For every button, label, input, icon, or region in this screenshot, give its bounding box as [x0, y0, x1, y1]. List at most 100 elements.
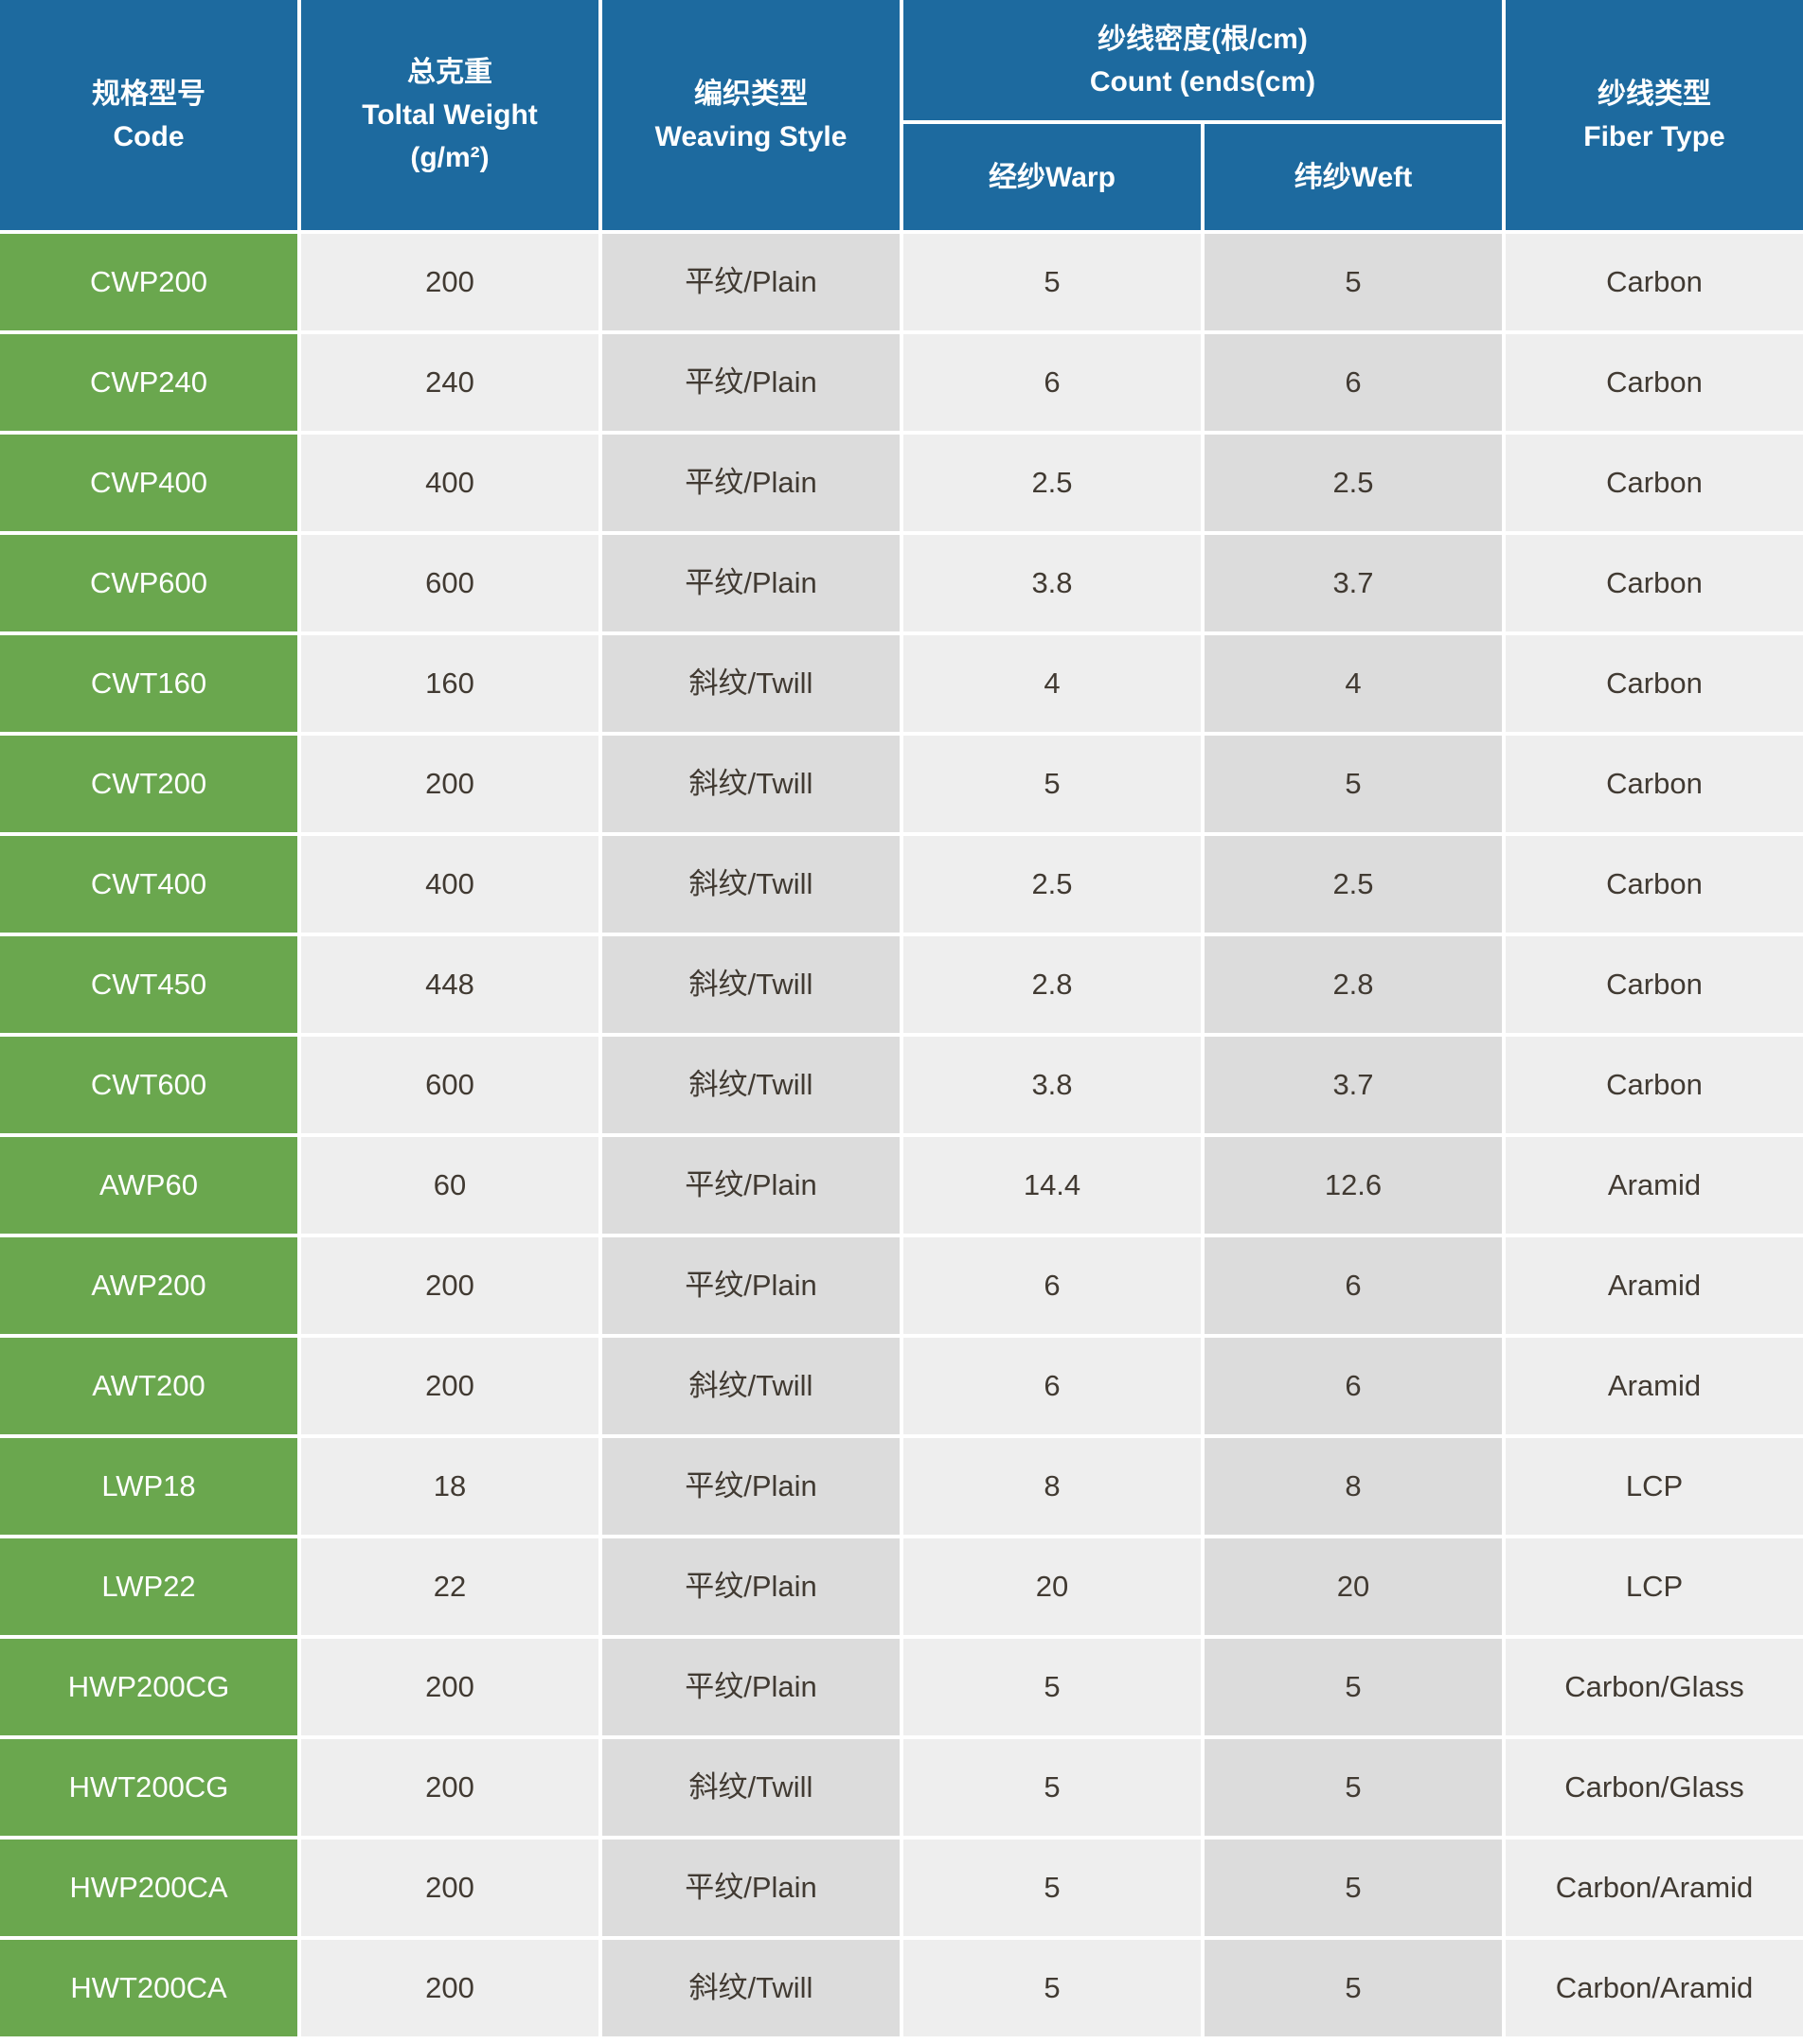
cell-code: CWP600 — [0, 535, 297, 631]
cell-warp-count: 2.8 — [903, 936, 1201, 1033]
cell-total-weight: 200 — [301, 1940, 598, 2036]
cell-total-weight: 400 — [301, 435, 598, 531]
cell-weaving-style: 平纹/Plain — [602, 1538, 900, 1635]
header-count: 纱线密度(根/cm) Count (ends(cm) — [903, 0, 1502, 120]
cell-code: LWP18 — [0, 1438, 297, 1535]
cell-weaving-style: 平纹/Plain — [602, 435, 900, 531]
cell-total-weight: 200 — [301, 1639, 598, 1735]
header-total-weight-en: Toltal Weight — [362, 99, 538, 131]
cell-weft-count: 2.5 — [1205, 836, 1502, 933]
cell-weaving-style: 斜纹/Twill — [602, 836, 900, 933]
cell-total-weight: 200 — [301, 736, 598, 832]
cell-warp-count: 14.4 — [903, 1137, 1201, 1234]
cell-warp-count: 5 — [903, 736, 1201, 832]
cell-code: CWT200 — [0, 736, 297, 832]
cell-warp-count: 2.5 — [903, 836, 1201, 933]
cell-total-weight: 448 — [301, 936, 598, 1033]
header-weft: 纬纱Weft — [1205, 124, 1502, 230]
cell-code: CWT450 — [0, 936, 297, 1033]
cell-total-weight: 200 — [301, 1338, 598, 1434]
cell-weaving-style: 平纹/Plain — [602, 1840, 900, 1936]
cell-weft-count: 2.5 — [1205, 435, 1502, 531]
cell-fiber-type: Carbon/Glass — [1506, 1639, 1803, 1735]
header-total-weight: 总克重 Toltal Weight (g/m²) — [301, 0, 598, 230]
cell-warp-count: 6 — [903, 1338, 1201, 1434]
cell-weaving-style: 斜纹/Twill — [602, 1940, 900, 2036]
cell-weft-count: 3.7 — [1205, 535, 1502, 631]
cell-code: CWT600 — [0, 1037, 297, 1133]
header-fiber-type-zh: 纱线类型 — [1598, 78, 1711, 110]
cell-fiber-type: Carbon/Glass — [1506, 1739, 1803, 1836]
cell-fiber-type: Carbon — [1506, 234, 1803, 330]
header-count-zh: 纱线密度(根/cm) — [1098, 23, 1308, 55]
cell-weft-count: 6 — [1205, 334, 1502, 431]
cell-code: CWP200 — [0, 234, 297, 330]
cell-weft-count: 8 — [1205, 1438, 1502, 1535]
cell-weaving-style: 平纹/Plain — [602, 1438, 900, 1535]
cell-warp-count: 5 — [903, 1739, 1201, 1836]
header-code: 规格型号 Code — [0, 0, 297, 230]
cell-code: HWP200CA — [0, 1840, 297, 1936]
cell-weft-count: 20 — [1205, 1538, 1502, 1635]
cell-total-weight: 200 — [301, 234, 598, 330]
cell-code: CWT160 — [0, 635, 297, 732]
cell-weft-count: 4 — [1205, 635, 1502, 732]
header-total-weight-zh: 总克重 — [407, 57, 492, 88]
cell-fiber-type: Carbon/Aramid — [1506, 1940, 1803, 2036]
cell-fiber-type: LCP — [1506, 1438, 1803, 1535]
cell-weaving-style: 斜纹/Twill — [602, 1037, 900, 1133]
cell-total-weight: 22 — [301, 1538, 598, 1635]
cell-weaving-style: 斜纹/Twill — [602, 736, 900, 832]
cell-code: CWP400 — [0, 435, 297, 531]
cell-weft-count: 2.8 — [1205, 936, 1502, 1033]
cell-fiber-type: Carbon — [1506, 936, 1803, 1033]
cell-weaving-style: 平纹/Plain — [602, 1237, 900, 1334]
cell-weaving-style: 斜纹/Twill — [602, 635, 900, 732]
cell-weft-count: 3.7 — [1205, 1037, 1502, 1133]
cell-weft-count: 5 — [1205, 736, 1502, 832]
cell-weaving-style: 斜纹/Twill — [602, 936, 900, 1033]
cell-total-weight: 600 — [301, 1037, 598, 1133]
cell-warp-count: 5 — [903, 1840, 1201, 1936]
cell-weft-count: 6 — [1205, 1237, 1502, 1334]
cell-warp-count: 5 — [903, 1639, 1201, 1735]
cell-code: HWT200CA — [0, 1940, 297, 2036]
cell-code: LWP22 — [0, 1538, 297, 1635]
cell-weft-count: 5 — [1205, 1639, 1502, 1735]
header-warp: 经纱Warp — [903, 124, 1201, 230]
cell-weaving-style: 平纹/Plain — [602, 334, 900, 431]
cell-warp-count: 6 — [903, 1237, 1201, 1334]
cell-weaving-style: 平纹/Plain — [602, 1639, 900, 1735]
cell-weaving-style: 斜纹/Twill — [602, 1739, 900, 1836]
cell-fiber-type: Carbon/Aramid — [1506, 1840, 1803, 1936]
cell-fiber-type: Carbon — [1506, 435, 1803, 531]
header-weaving-style-zh: 编织类型 — [694, 78, 808, 110]
cell-fiber-type: Carbon — [1506, 736, 1803, 832]
cell-fiber-type: Aramid — [1506, 1338, 1803, 1434]
cell-warp-count: 5 — [903, 234, 1201, 330]
cell-code: AWP200 — [0, 1237, 297, 1334]
cell-weft-count: 6 — [1205, 1338, 1502, 1434]
cell-code: AWP60 — [0, 1137, 297, 1234]
cell-total-weight: 18 — [301, 1438, 598, 1535]
cell-fiber-type: Carbon — [1506, 535, 1803, 631]
cell-warp-count: 5 — [903, 1940, 1201, 2036]
cell-warp-count: 4 — [903, 635, 1201, 732]
cell-weaving-style: 平纹/Plain — [602, 535, 900, 631]
header-count-en: Count (ends(cm) — [1089, 65, 1316, 98]
cell-weaving-style: 平纹/Plain — [602, 234, 900, 330]
cell-warp-count: 8 — [903, 1438, 1201, 1535]
cell-weaving-style: 平纹/Plain — [602, 1137, 900, 1234]
cell-code: AWT200 — [0, 1338, 297, 1434]
cell-total-weight: 600 — [301, 535, 598, 631]
cell-weft-count: 5 — [1205, 1739, 1502, 1836]
cell-fiber-type: Aramid — [1506, 1237, 1803, 1334]
cell-fiber-type: Carbon — [1506, 1037, 1803, 1133]
cell-fiber-type: Aramid — [1506, 1137, 1803, 1234]
header-fiber-type: 纱线类型 Fiber Type — [1506, 0, 1803, 230]
cell-total-weight: 200 — [301, 1840, 598, 1936]
cell-warp-count: 3.8 — [903, 535, 1201, 631]
cell-warp-count: 6 — [903, 334, 1201, 431]
cell-code: HWT200CG — [0, 1739, 297, 1836]
